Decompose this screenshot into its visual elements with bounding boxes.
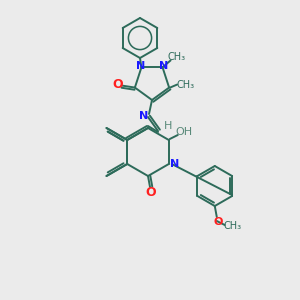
Text: N: N <box>170 159 179 169</box>
Text: CH₃: CH₃ <box>176 80 194 90</box>
Text: N: N <box>140 111 148 121</box>
Text: O: O <box>213 217 223 227</box>
Text: O: O <box>146 187 156 200</box>
Text: CH₃: CH₃ <box>224 221 242 231</box>
Text: O: O <box>112 78 123 91</box>
Text: N: N <box>159 61 168 71</box>
Text: CH₃: CH₃ <box>167 52 186 62</box>
Text: N: N <box>136 61 145 71</box>
Text: H: H <box>164 121 172 131</box>
Text: OH: OH <box>175 127 192 137</box>
